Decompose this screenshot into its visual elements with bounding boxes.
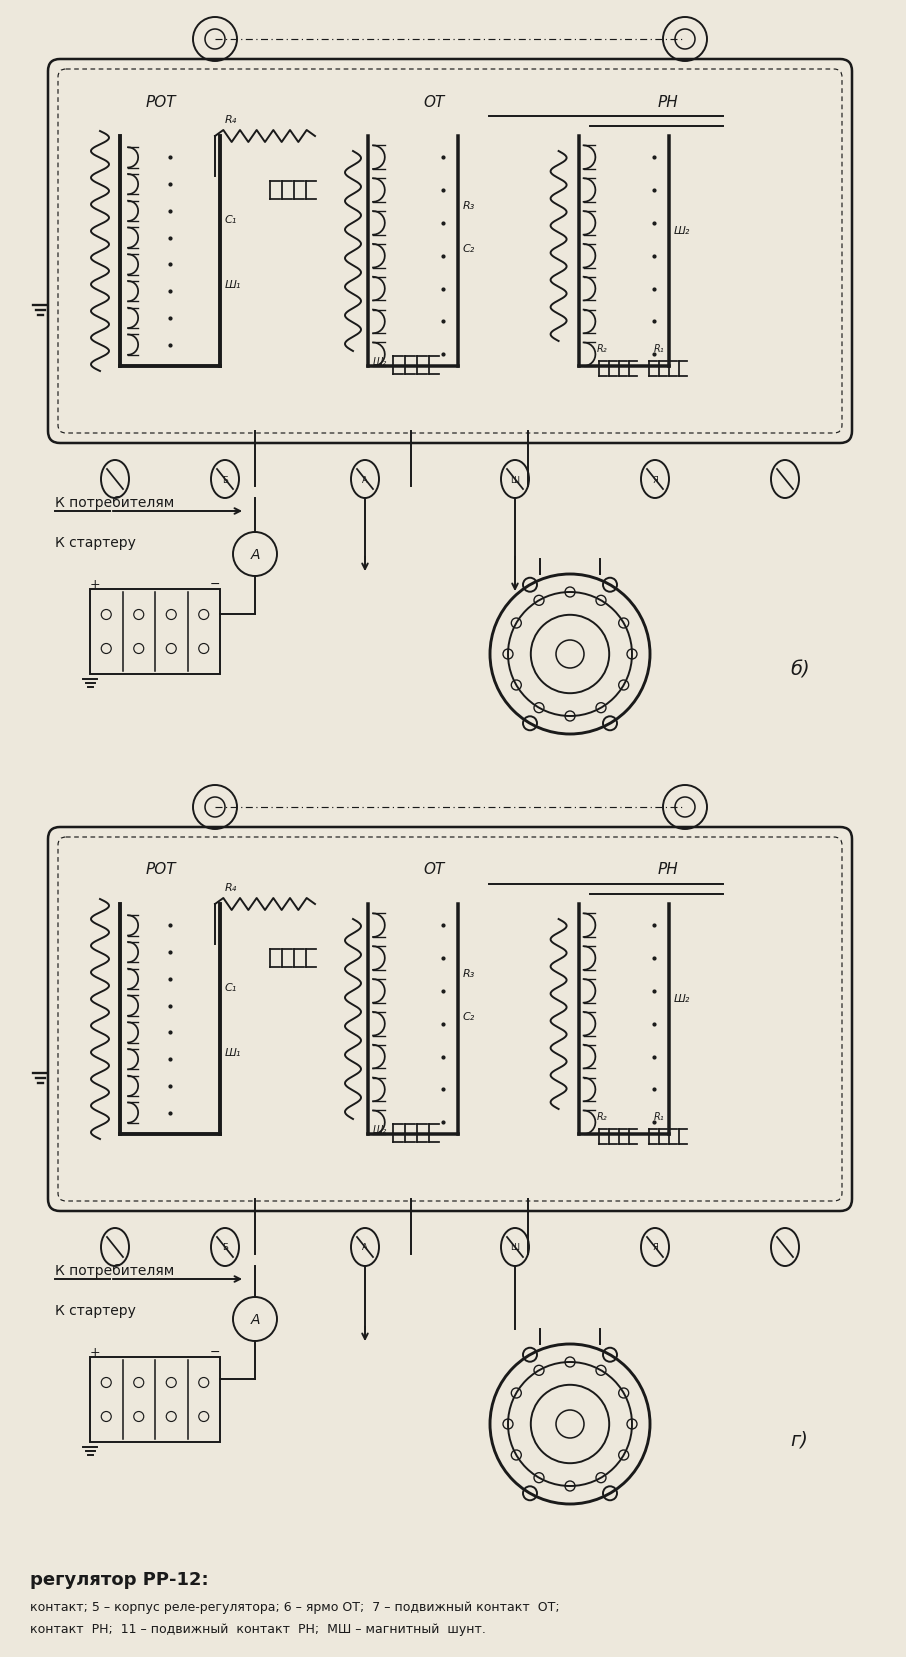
Text: Ш₂: Ш₂: [373, 356, 387, 366]
Text: РОТ: РОТ: [146, 862, 177, 877]
Bar: [90, 590, 220, 674]
Text: R₄: R₄: [225, 883, 237, 893]
Ellipse shape: [101, 461, 129, 499]
Text: Б: Б: [222, 476, 228, 484]
Ellipse shape: [501, 1228, 529, 1266]
Text: R₂: R₂: [596, 343, 607, 355]
Text: Ш₂: Ш₂: [673, 225, 690, 235]
Ellipse shape: [771, 461, 799, 499]
Text: −: −: [210, 577, 220, 590]
Text: R₃: R₃: [463, 968, 476, 978]
Text: C₁: C₁: [225, 983, 237, 993]
Text: РН: РН: [658, 94, 679, 109]
Text: РОТ: РОТ: [146, 94, 177, 109]
Text: C₁: C₁: [225, 215, 237, 225]
Text: −: −: [210, 1345, 220, 1357]
Ellipse shape: [641, 461, 669, 499]
Text: Ш₂: Ш₂: [673, 994, 690, 1004]
Text: +: +: [90, 1345, 101, 1357]
Text: РН: РН: [658, 862, 679, 877]
Text: Ш₁: Ш₁: [225, 280, 241, 290]
Ellipse shape: [771, 1228, 799, 1266]
Text: R₁: R₁: [653, 343, 664, 355]
Text: А: А: [250, 548, 260, 562]
Text: C₂: C₂: [463, 244, 476, 254]
Ellipse shape: [101, 1228, 129, 1266]
Text: контакт  РН;  11 – подвижный  контакт  РН;  МШ – магнитный  шунт.: контакт РН; 11 – подвижный контакт РН; М…: [30, 1622, 486, 1635]
Ellipse shape: [501, 461, 529, 499]
Text: C₂: C₂: [463, 1011, 476, 1021]
Ellipse shape: [351, 461, 379, 499]
Ellipse shape: [641, 1228, 669, 1266]
Ellipse shape: [351, 1228, 379, 1266]
Text: Ш₂: Ш₂: [373, 1125, 387, 1135]
Text: ОТ: ОТ: [424, 862, 445, 877]
Circle shape: [233, 532, 277, 577]
Bar: [90, 1357, 220, 1442]
Text: R₄: R₄: [225, 114, 237, 124]
Text: К стартеру: К стартеру: [55, 535, 136, 550]
Text: Ш: Ш: [510, 476, 519, 484]
Text: регулятор РР-12:: регулятор РР-12:: [30, 1571, 208, 1587]
Text: А: А: [362, 476, 368, 484]
Text: А: А: [362, 1243, 368, 1251]
Text: К стартеру: К стартеру: [55, 1302, 136, 1317]
Text: б): б): [790, 659, 810, 679]
Text: ОТ: ОТ: [424, 94, 445, 109]
Circle shape: [233, 1297, 277, 1341]
Text: R₂: R₂: [596, 1112, 607, 1122]
Text: Я: Я: [652, 476, 658, 484]
Text: г): г): [790, 1428, 808, 1448]
Text: Ш: Ш: [510, 1243, 519, 1251]
Text: +: +: [90, 577, 101, 590]
Text: Я: Я: [652, 1243, 658, 1251]
Text: А: А: [250, 1312, 260, 1326]
Text: К потребителям: К потребителям: [55, 1263, 174, 1278]
Text: Ш₁: Ш₁: [225, 1047, 241, 1057]
Text: К потребителям: К потребителям: [55, 495, 174, 510]
Text: R₁: R₁: [653, 1112, 664, 1122]
Text: R₃: R₃: [463, 200, 476, 210]
Text: Б: Б: [222, 1243, 228, 1251]
Ellipse shape: [211, 461, 239, 499]
Text: контакт; 5 – корпус реле-регулятора; 6 – ярмо ОТ;  7 – подвижный контакт  ОТ;: контакт; 5 – корпус реле-регулятора; 6 –…: [30, 1601, 560, 1614]
Ellipse shape: [211, 1228, 239, 1266]
